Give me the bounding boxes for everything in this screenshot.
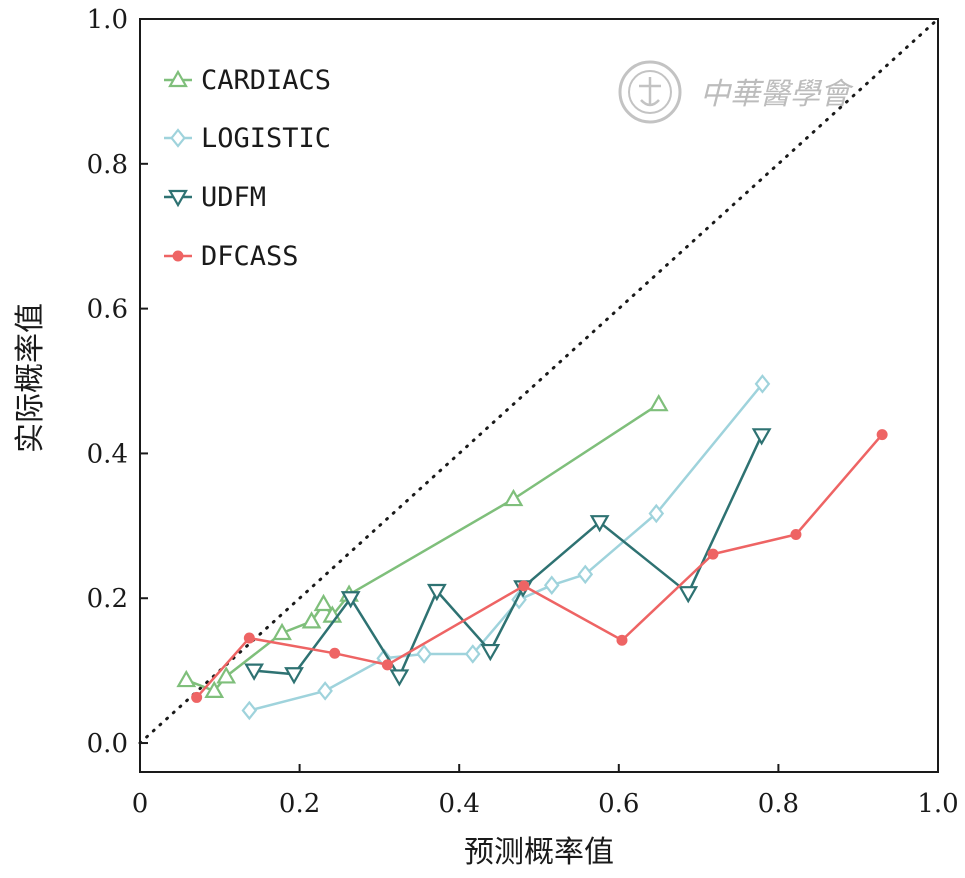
series-logistic <box>241 374 771 721</box>
y-tick-label: 0.6 <box>87 295 128 325</box>
data-point-dfcass <box>876 429 888 441</box>
legend-label-dfcass: DFCASS <box>201 241 299 272</box>
data-point-udfm <box>389 669 410 687</box>
axes: 0 0.2 0.4 0.6 0.8 1.0 0.0 0.2 0.4 0.6 0.8 1.0 <box>87 5 959 819</box>
data-point-udfm <box>284 667 304 685</box>
legend: CARDIACS LOGISTIC UDFM DFCASS <box>164 65 331 272</box>
y-tick-label: 1.0 <box>87 5 128 35</box>
data-point-dfcass <box>381 659 393 671</box>
legend-item-dfcass: DFCASS <box>164 241 299 272</box>
watermark-caption: 中華醫學會 <box>700 77 854 112</box>
watermark: 中華醫學會 <box>618 60 854 124</box>
x-tick-label: 0.4 <box>439 789 480 819</box>
data-point-udfm <box>244 663 265 681</box>
data-point-cardiacs <box>301 611 322 629</box>
data-point-cardiacs <box>216 666 237 684</box>
data-point-udfm <box>340 591 361 609</box>
data-point-dfcass <box>616 634 628 646</box>
data-point-logistic <box>464 644 481 664</box>
legend-item-udfm: UDFM <box>164 182 266 213</box>
plot-frame <box>139 18 939 773</box>
data-point-cardiacs <box>503 488 524 507</box>
data-point-cardiacs <box>204 680 225 699</box>
data-point-cardiacs <box>648 393 669 412</box>
data-point-udfm <box>480 643 501 662</box>
series-udfm <box>244 428 772 687</box>
series-group <box>176 374 888 721</box>
data-point-udfm <box>589 515 610 533</box>
legend-item-cardiacs: CARDIACS <box>164 65 331 96</box>
series-line-udfm <box>253 434 763 678</box>
legend-item-logistic: LOGISTIC <box>164 123 331 154</box>
x-tick-label: 0.6 <box>598 789 639 819</box>
data-point-logistic <box>648 503 665 524</box>
legend-swatch-marker <box>172 250 184 262</box>
data-point-dfcass <box>518 580 530 592</box>
y-tick-label: 0.8 <box>87 150 128 180</box>
legend-swatch-marker <box>168 69 188 88</box>
data-point-cardiacs <box>176 669 197 688</box>
data-point-logistic <box>754 374 771 394</box>
data-point-logistic <box>543 575 560 595</box>
legend-swatch-marker <box>170 128 186 148</box>
legend-label-cardiacs: CARDIACS <box>201 65 331 96</box>
y-tick-label: 0.2 <box>87 584 128 614</box>
series-line-dfcass <box>195 433 884 699</box>
y-axis-title: 实际概率值 <box>13 303 48 453</box>
data-point-udfm <box>678 586 699 604</box>
data-point-udfm <box>426 583 447 602</box>
reference-line-group <box>138 17 940 745</box>
y-tick-label: 0.0 <box>87 729 128 759</box>
x-tick-label: 0.8 <box>758 789 799 819</box>
series-line-cardiacs <box>185 403 660 693</box>
y-tick-label: 0.4 <box>87 439 128 469</box>
data-point-cardiacs <box>313 593 334 612</box>
data-point-dfcass <box>790 529 802 541</box>
series-line-logistic <box>248 383 764 712</box>
data-point-dfcass <box>243 632 255 644</box>
x-axis-title: 预测概率值 <box>464 835 614 870</box>
x-tick-label: 0.2 <box>279 789 320 819</box>
data-point-dfcass <box>329 647 341 659</box>
x-tick-label: 0 <box>132 789 149 819</box>
data-point-udfm <box>751 428 772 446</box>
watermark-seal <box>618 60 682 124</box>
data-point-logistic <box>416 644 432 664</box>
legend-label-udfm: UDFM <box>201 182 266 213</box>
legend-label-logistic: LOGISTIC <box>201 123 331 154</box>
data-point-logistic <box>577 564 594 585</box>
x-tick-label: 1.0 <box>917 789 958 819</box>
legend-swatch-marker <box>168 189 188 208</box>
data-point-logistic <box>241 700 258 721</box>
data-point-cardiacs <box>272 622 292 641</box>
data-point-dfcass <box>191 691 203 703</box>
data-point-logistic <box>317 681 333 701</box>
data-point-dfcass <box>707 548 719 560</box>
series-dfcass <box>191 429 888 703</box>
reference-diagonal-line <box>138 17 940 745</box>
